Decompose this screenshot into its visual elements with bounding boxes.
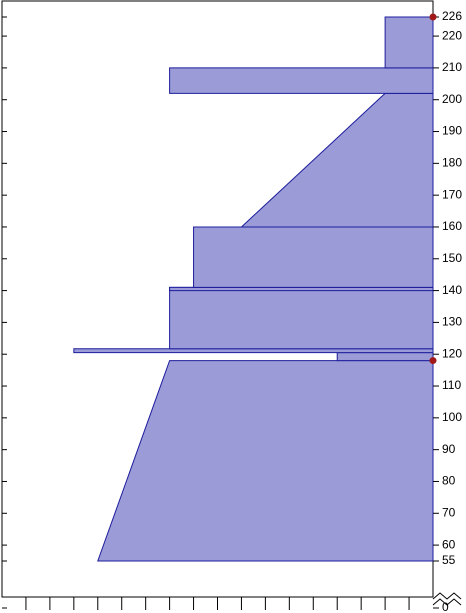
y-tick-label: 130 (442, 315, 462, 329)
shape (193, 226, 434, 288)
y-tick-label: 70 (442, 505, 456, 519)
y-tick-label: 90 (442, 442, 456, 456)
y-tick-label: 200 (442, 92, 462, 106)
shape (336, 352, 434, 362)
y-tick-label: 190 (442, 124, 462, 138)
y-tick-label: 110 (442, 378, 461, 392)
y-tick-label: 80 (442, 474, 456, 488)
y-tick-label: 220 (442, 28, 462, 42)
y-tick-label: 60 (442, 537, 456, 551)
shape (73, 348, 434, 354)
y-tick-label: 55 (442, 553, 456, 567)
y-tick-label: 150 (442, 251, 462, 265)
y-tick-label: 210 (442, 60, 462, 74)
y-tick-label: 180 (442, 156, 462, 170)
shape (384, 16, 434, 69)
marker (429, 13, 437, 21)
y-tick-label: 226 (442, 9, 462, 23)
shape (169, 67, 434, 94)
shape (169, 286, 434, 350)
y-tick-label: 140 (442, 283, 462, 297)
marker (429, 357, 437, 365)
y-tick-label: 120 (442, 346, 462, 360)
axis-break (432, 592, 462, 600)
y-tick-label: 100 (442, 410, 462, 424)
y-tick-label: 0 (442, 600, 449, 613)
y-tick-label: 160 (442, 219, 462, 233)
axis-break (432, 598, 462, 606)
y-tick-label: 170 (442, 187, 462, 201)
